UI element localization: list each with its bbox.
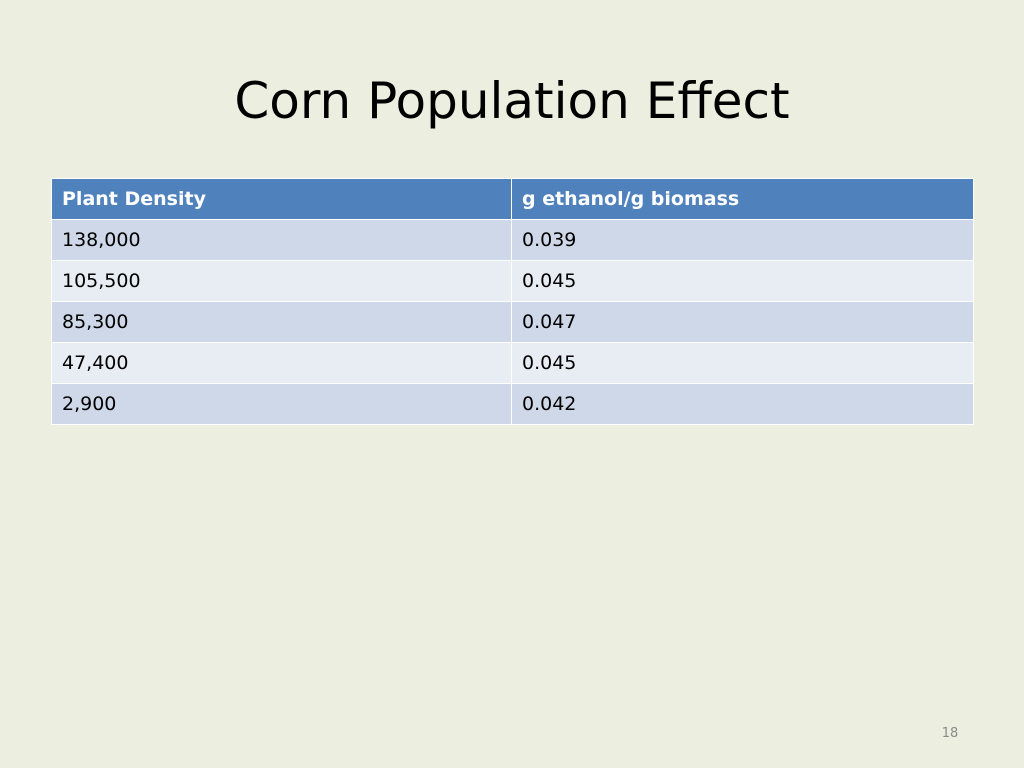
table-row: 47,400 0.045 — [51, 342, 974, 384]
table-row: 2,900 0.042 — [51, 383, 974, 425]
cell-plant-density: 138,000 — [51, 219, 512, 261]
table-row: 138,000 0.039 — [51, 219, 974, 261]
cell-plant-density: 47,400 — [51, 342, 512, 384]
cell-ethanol-yield: 0.045 — [511, 342, 974, 384]
table-header-row: Plant Density g ethanol/g biomass — [51, 178, 974, 220]
cell-plant-density: 105,500 — [51, 260, 512, 302]
data-table: Plant Density g ethanol/g biomass 138,00… — [51, 178, 974, 425]
cell-ethanol-yield: 0.045 — [511, 260, 974, 302]
cell-ethanol-yield: 0.047 — [511, 301, 974, 343]
column-header-plant-density: Plant Density — [51, 178, 512, 220]
slide-title: Corn Population Effect — [234, 72, 790, 130]
column-header-ethanol-yield: g ethanol/g biomass — [511, 178, 974, 220]
cell-ethanol-yield: 0.039 — [511, 219, 974, 261]
slide-number: 18 — [941, 726, 959, 741]
cell-plant-density: 85,300 — [51, 301, 512, 343]
cell-plant-density: 2,900 — [51, 383, 512, 425]
table-row: 85,300 0.047 — [51, 301, 974, 343]
cell-ethanol-yield: 0.042 — [511, 383, 974, 425]
table-row: 105,500 0.045 — [51, 260, 974, 302]
